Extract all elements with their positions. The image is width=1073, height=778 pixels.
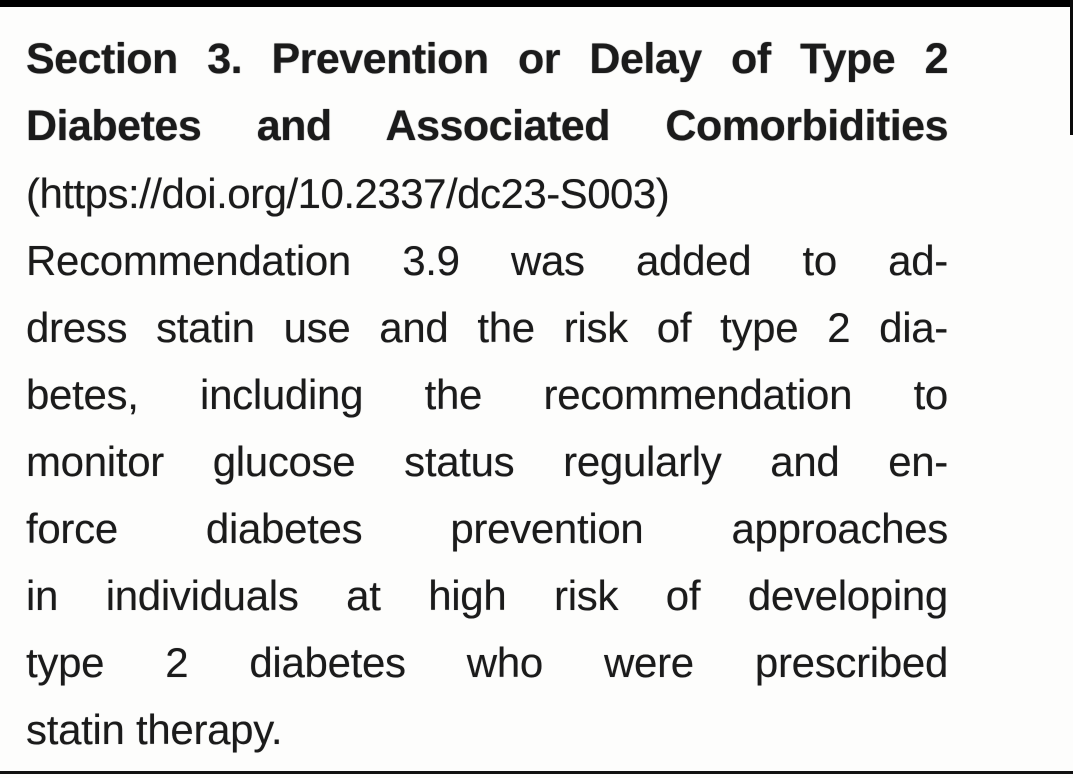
- section-heading-line-2: Diabetes and Associated Comorbidities: [26, 102, 949, 150]
- paragraph-line: dress statin use and the risk of type 2 …: [26, 304, 948, 351]
- text-block: Section 3. Prevention or Delay of Type 2…: [26, 26, 949, 763]
- paragraph-line: type 2 diabetes who were prescribed: [26, 639, 948, 686]
- section-heading-line-1: Section 3. Prevention or Delay of Type 2: [26, 35, 949, 83]
- paragraph-line: betes, including the recommendation to: [26, 371, 948, 418]
- bottom-border-rule: [0, 771, 1073, 774]
- paragraph-line: in individuals at high risk of developin…: [26, 572, 948, 619]
- doi-text: (https://doi.org/10.2337/dc23-S003): [26, 170, 670, 217]
- paragraph-line: force diabetes prevention approaches: [26, 505, 948, 552]
- paragraph-last-line: statin therapy.: [26, 706, 283, 753]
- paragraph-line: Recommendation 3.9 was added to ad-: [26, 237, 948, 284]
- paragraph-line: monitor glucose status regularly and en-: [26, 438, 948, 485]
- right-edge-mark: [1070, 0, 1073, 135]
- top-border-bar: [0, 0, 1073, 7]
